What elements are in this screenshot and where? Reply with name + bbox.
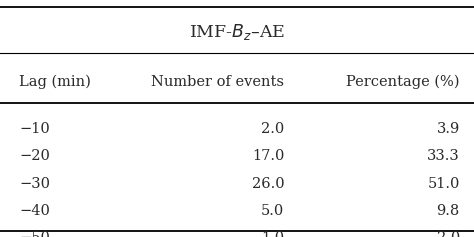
Text: Lag (min): Lag (min) bbox=[19, 75, 91, 89]
Text: Percentage (%): Percentage (%) bbox=[346, 75, 460, 89]
Text: 2.0: 2.0 bbox=[261, 122, 284, 136]
Text: IMF-$\mathit{B}_{z}$–AE: IMF-$\mathit{B}_{z}$–AE bbox=[189, 22, 285, 42]
Text: Number of events: Number of events bbox=[151, 75, 284, 89]
Text: −50: −50 bbox=[19, 231, 50, 237]
Text: −20: −20 bbox=[19, 149, 50, 164]
Text: −30: −30 bbox=[19, 177, 50, 191]
Text: 26.0: 26.0 bbox=[252, 177, 284, 191]
Text: 3.9: 3.9 bbox=[437, 122, 460, 136]
Text: 17.0: 17.0 bbox=[252, 149, 284, 164]
Text: 9.8: 9.8 bbox=[437, 204, 460, 218]
Text: 33.3: 33.3 bbox=[427, 149, 460, 164]
Text: 1.0: 1.0 bbox=[261, 231, 284, 237]
Text: −40: −40 bbox=[19, 204, 50, 218]
Text: 2.0: 2.0 bbox=[437, 231, 460, 237]
Text: −10: −10 bbox=[19, 122, 50, 136]
Text: 5.0: 5.0 bbox=[261, 204, 284, 218]
Text: 51.0: 51.0 bbox=[428, 177, 460, 191]
